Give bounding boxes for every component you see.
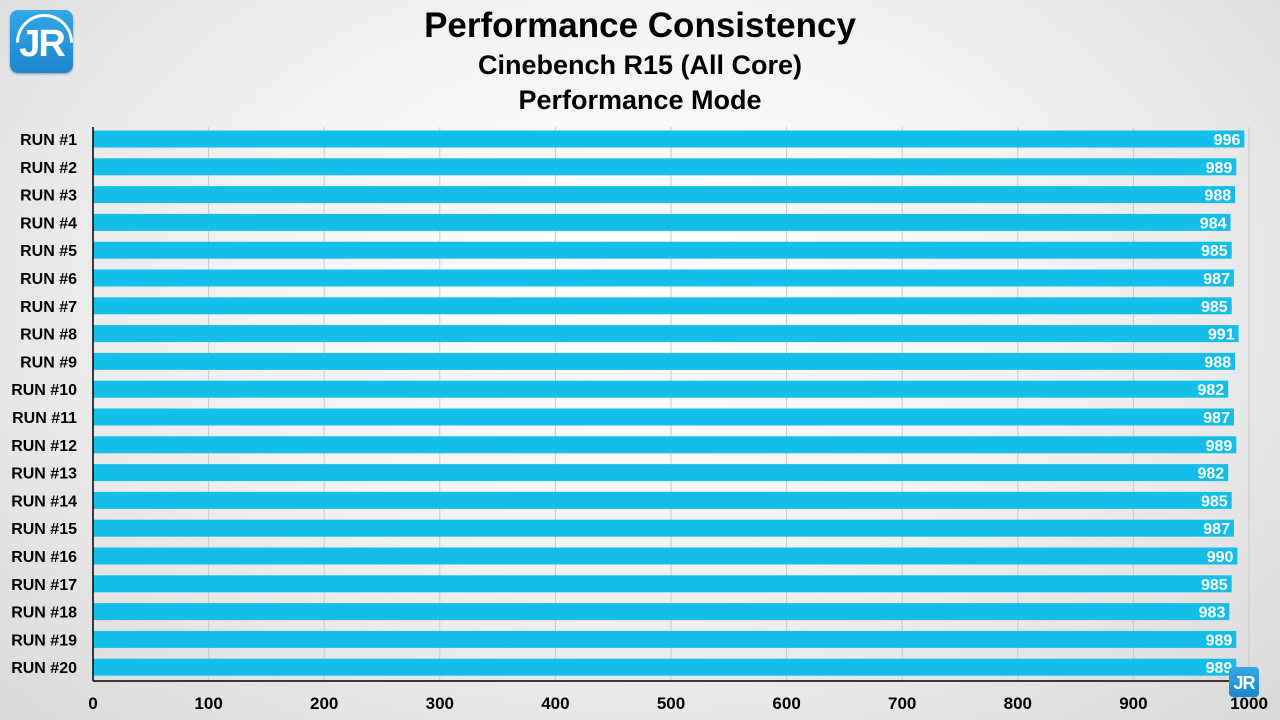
bar-value-label: 985 — [1201, 577, 1228, 594]
bar-value-label: 989 — [1206, 632, 1233, 649]
bar-value-label: 982 — [1197, 466, 1224, 483]
logo-text: JR — [19, 23, 66, 65]
x-tick-label: 800 — [1004, 694, 1032, 713]
bar-value-label: 988 — [1204, 354, 1231, 371]
bar-value-label: 987 — [1203, 521, 1230, 538]
chart-subtitle-mode: Performance Mode — [518, 85, 762, 115]
jr-watermark-icon: JR — [1229, 667, 1259, 697]
bar — [93, 408, 1234, 426]
bar-value-label: 989 — [1206, 438, 1233, 455]
category-label: RUN #17 — [11, 577, 77, 594]
bar — [93, 186, 1236, 204]
bar-value-label: 987 — [1203, 271, 1230, 288]
category-label: RUN #12 — [11, 438, 77, 455]
x-tick-label: 900 — [1119, 694, 1147, 713]
bar — [93, 658, 1237, 676]
category-label: RUN #8 — [20, 327, 77, 344]
category-label: RUN #7 — [20, 299, 77, 316]
category-label: RUN #10 — [11, 382, 77, 399]
category-label: RUN #19 — [11, 632, 77, 649]
category-label: RUN #2 — [20, 160, 77, 177]
category-label: RUN #6 — [20, 271, 77, 288]
x-tick-label: 300 — [426, 694, 454, 713]
bar — [93, 464, 1229, 482]
bar — [93, 491, 1232, 509]
bar — [93, 269, 1234, 287]
category-label: RUN #9 — [20, 354, 77, 371]
bar-value-label: 990 — [1207, 549, 1234, 566]
bar-value-label: 983 — [1199, 605, 1226, 622]
category-label: RUN #16 — [11, 549, 77, 566]
category-label: RUN #18 — [11, 605, 77, 622]
bar-value-label: 996 — [1214, 132, 1241, 149]
bar-value-label: 985 — [1201, 243, 1228, 260]
chart-titles: Performance Consistency Cinebench R15 (A… — [0, 4, 1280, 118]
category-label: RUN #1 — [20, 132, 77, 149]
category-label: RUN #15 — [11, 521, 77, 538]
bar — [93, 630, 1237, 648]
category-label: RUN #11 — [12, 410, 77, 427]
bar-value-label: 989 — [1206, 160, 1233, 177]
bar-value-label: 987 — [1203, 410, 1230, 427]
bar — [93, 325, 1239, 343]
x-tick-label: 100 — [194, 694, 222, 713]
bar — [93, 297, 1232, 315]
bar — [93, 603, 1230, 621]
bar — [93, 380, 1229, 398]
chart-title: Performance Consistency — [424, 6, 856, 45]
chart-subtitle-benchmark: Cinebench R15 (All Core) — [477, 50, 803, 80]
bar — [93, 436, 1237, 454]
bar-value-label: 985 — [1201, 299, 1228, 316]
bar — [93, 158, 1237, 176]
bar — [93, 213, 1231, 231]
x-tick-label: 700 — [888, 694, 916, 713]
x-tick-label: 0 — [88, 694, 97, 713]
bar — [93, 575, 1232, 593]
bar-value-label: 989 — [1206, 660, 1233, 677]
category-label: RUN #5 — [20, 243, 77, 260]
bar — [93, 547, 1238, 565]
x-tick-label: 1000 — [1230, 694, 1268, 713]
bar-value-label: 982 — [1197, 382, 1224, 399]
x-tick-label: 200 — [310, 694, 338, 713]
bar-value-label: 991 — [1208, 327, 1235, 344]
bar — [93, 519, 1234, 537]
category-label: RUN #3 — [20, 188, 77, 205]
x-tick-label: 600 — [772, 694, 800, 713]
bar — [93, 241, 1232, 259]
bar-value-label: 988 — [1204, 188, 1231, 205]
category-label: RUN #4 — [20, 215, 77, 232]
category-label: RUN #14 — [11, 493, 77, 510]
x-tick-label: 400 — [541, 694, 569, 713]
jr-logo: JR — [10, 10, 73, 73]
bar-value-label: 984 — [1200, 215, 1227, 232]
x-tick-label: 500 — [657, 694, 685, 713]
bar-value-label: 985 — [1201, 493, 1228, 510]
category-label: RUN #13 — [11, 466, 77, 483]
category-label: RUN #20 — [11, 660, 77, 677]
bar — [93, 130, 1245, 148]
bar — [93, 352, 1236, 370]
